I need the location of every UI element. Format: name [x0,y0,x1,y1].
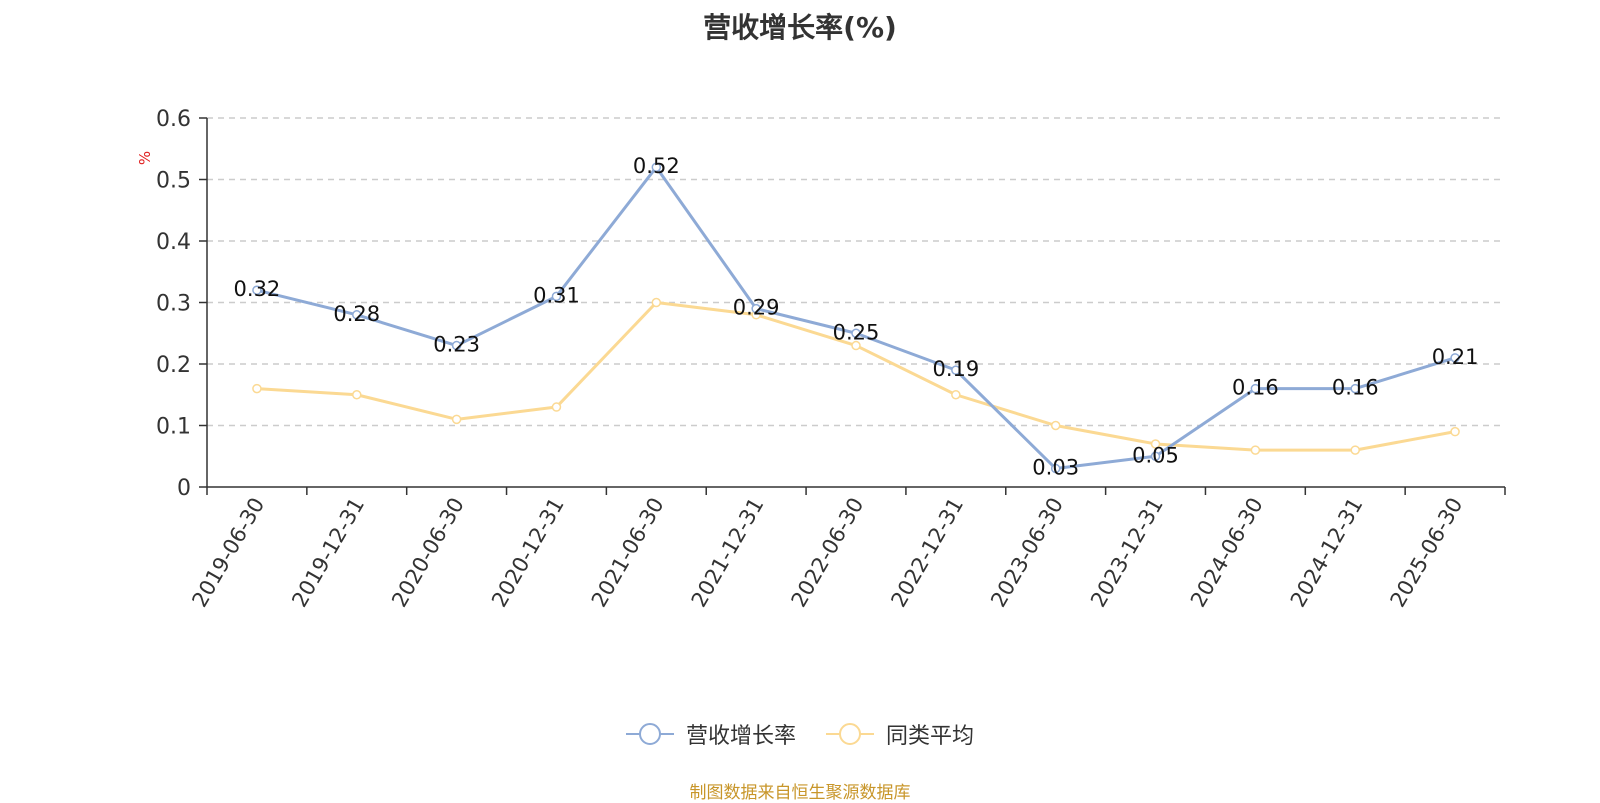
x-tick-label: 2019-06-30 [187,494,269,612]
data-label: 0.19 [932,357,979,381]
data-point-peer-average [453,415,461,423]
data-label: 0.16 [1332,376,1379,400]
legend-item-peer-average[interactable]: 同类平均 [826,718,974,750]
y-tick-label: 0.1 [156,415,191,440]
legend-line-circle-icon [826,722,874,746]
legend-label: 同类平均 [886,718,974,750]
data-label: 0.29 [733,296,780,320]
y-tick-label: 0 [177,476,191,501]
x-tick-label: 2024-06-30 [1186,494,1268,612]
data-label: 0.16 [1232,376,1279,400]
x-tick-label: 2025-06-30 [1386,494,1468,612]
gridlines [207,118,1505,426]
axes: 0 0.1 0.2 0.3 0.4 0.5 0.6% 2019-06-30 2019-12-31… [136,107,1505,611]
x-tick-label: 2022-12-31 [886,494,968,612]
data-point-peer-average [1052,422,1060,430]
y-tick-label: 0.5 [156,169,191,194]
data-point-peer-average [1451,428,1459,436]
legend: 营收增长率 同类平均 [0,718,1600,750]
x-tick-label: 2019-12-31 [287,494,369,612]
data-label: 0.05 [1132,443,1179,467]
x-tick-label: 2020-06-30 [387,494,469,612]
data-label: 0.25 [833,320,880,344]
legend-line-circle-icon [626,722,674,746]
data-point-peer-average [652,299,660,307]
data-point-peer-average [253,385,261,393]
y-axis-unit-label: % [136,151,154,165]
data-point-peer-average [552,403,560,411]
data-source-note: 制图数据来自恒生聚源数据库 [0,778,1600,803]
x-tick-label: 2021-12-31 [687,494,769,612]
data-labels: 0.32 0.28 0.23 0.31 0.52 0.29 0.25 0.19 0.03 0.05… [234,154,1479,479]
data-point-peer-average [952,391,960,399]
data-label: 0.23 [433,333,480,357]
y-tick-label: 0.6 [156,107,191,132]
y-tick-label: 0.4 [156,230,191,255]
legend-label: 营收增长率 [686,718,796,750]
data-label: 0.28 [333,302,380,326]
x-tick-label: 2024-12-31 [1286,494,1368,612]
y-tick-label: 0.3 [156,292,191,317]
data-label: 0.21 [1432,345,1479,369]
data-point-peer-average [353,391,361,399]
data-point-peer-average [1251,446,1259,454]
x-tick-label: 2023-06-30 [986,494,1068,612]
legend-item-revenue-growth[interactable]: 营收增长率 [626,718,796,750]
data-point-peer-average [1351,446,1359,454]
data-label: 0.31 [533,283,580,307]
data-label: 0.03 [1032,456,1079,480]
x-tick-label: 2022-06-30 [787,494,869,612]
x-tick-label: 2020-12-31 [487,494,569,612]
x-tick-label: 2023-12-31 [1086,494,1168,612]
data-label: 0.52 [633,154,680,178]
series-line-revenue-growth [257,167,1455,468]
y-tick-label: 0.2 [156,353,191,378]
data-label: 0.32 [234,277,281,301]
x-tick-label: 2021-06-30 [587,494,669,612]
